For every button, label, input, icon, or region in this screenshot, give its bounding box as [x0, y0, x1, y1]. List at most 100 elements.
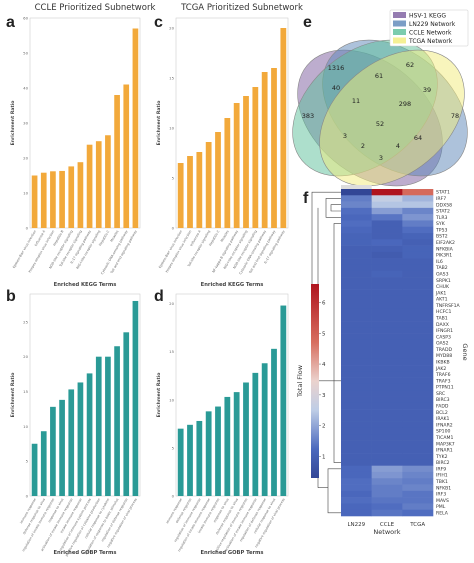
gene-label: PIK3R1: [436, 253, 452, 259]
heatmap-cell: [341, 503, 372, 511]
bar-b-6: [86, 373, 93, 496]
heatmap-cell: [371, 321, 403, 328]
bar-b-8: [105, 356, 111, 496]
panel-letter-f: f: [303, 190, 309, 207]
y-tick-label-a: 10: [23, 191, 28, 196]
venn-count: 383: [302, 112, 314, 120]
colorbar-tick-label: 2: [322, 424, 326, 430]
gene-label: OAS3: [436, 271, 449, 277]
heatmap-cell: [341, 471, 372, 479]
x-axis-label-f: Network: [373, 528, 400, 536]
y-tick-label-c: 0: [172, 226, 175, 231]
bar-c-9: [261, 72, 268, 228]
heatmap-cell: [371, 295, 403, 303]
heatmap-cell: [402, 465, 434, 473]
x-axis-label-d: Enriched GOBP Terms: [200, 550, 263, 556]
heatmap-cell: [402, 339, 434, 347]
gene-label: FADD: [436, 404, 449, 410]
heatmap-cell: [341, 427, 372, 435]
gene-label: IFIH1: [436, 473, 448, 479]
heatmap-cell: [341, 509, 372, 517]
heatmap-cell: [341, 358, 372, 366]
heatmap-cell: [402, 503, 434, 511]
bar-a-11: [132, 28, 139, 228]
heatmap-cell: [402, 321, 434, 328]
gene-label: IFNGR1: [436, 328, 453, 334]
heatmap-cell: [371, 465, 403, 473]
heatmap-cell: [402, 239, 434, 246]
gene-label: IRAK1: [436, 416, 450, 422]
gene-label: OAS2: [436, 341, 449, 347]
bar-c-11: [280, 28, 287, 228]
venn-count: 39: [423, 86, 431, 94]
bar-b-11: [132, 300, 139, 496]
y-tick-label-d: 0: [172, 494, 175, 499]
heatmap-cell: [371, 471, 403, 479]
heatmap-cell: [341, 308, 372, 316]
heatmap-cell: [371, 396, 403, 404]
heatmap-cell: [402, 270, 434, 278]
bar-b-0: [31, 443, 38, 496]
bar-b-9: [114, 346, 120, 496]
heatmap-cell: [341, 189, 372, 196]
gene-label: IFNAR1: [436, 448, 453, 454]
heatmap-cell: [402, 453, 434, 460]
gene-label: HCFC1: [436, 309, 452, 315]
bar-d-10: [271, 348, 277, 496]
venn-legend-label: HSV-1 KEGG: [409, 13, 446, 20]
heatmap-cell: [341, 277, 372, 284]
y-tick-label-c: 10: [169, 126, 174, 131]
heatmap-cell: [402, 327, 434, 334]
heatmap-cell: [402, 233, 434, 240]
venn-count: 78: [451, 112, 459, 120]
bar-a-4: [68, 166, 75, 228]
x-axis-label-b: Enriched GOBP Terms: [53, 550, 116, 556]
y-tick-label-b: 5: [26, 459, 29, 464]
heatmap-cell: [402, 396, 434, 404]
heatmap-cell: [402, 264, 434, 272]
venn-count: 298: [399, 100, 411, 108]
gene-label: EIF2AK2: [436, 240, 455, 246]
heatmap-cell: [402, 484, 434, 492]
heatmap-cell: [341, 365, 372, 372]
colorbar-tick-label: 1: [322, 454, 326, 460]
bar-b-10: [123, 332, 130, 496]
heatmap-cell: [341, 333, 372, 341]
heatmap-cell: [371, 201, 403, 209]
heatmap-cell: [341, 459, 372, 466]
heatmap-cell: [402, 207, 434, 215]
heatmap-cell: [402, 434, 434, 441]
heatmap-cell: [402, 189, 434, 196]
venn-count: 64: [414, 134, 422, 142]
gene-label: SRC: [436, 391, 445, 397]
heatmap-cell: [371, 195, 403, 202]
gene-label: DAXX: [436, 322, 449, 328]
gene-label: SRPK1: [436, 278, 451, 284]
heatmap-group: STAT1IRF7DDX58STAT2TLR3SYKTP53BST2EIF2AK…: [296, 185, 469, 536]
heatmap-cell: [402, 509, 434, 517]
y-tick-label-c: 5: [172, 176, 175, 181]
gene-label: SYK: [436, 221, 446, 227]
heatmap-cell: [341, 377, 372, 385]
heatmap-cell: [371, 352, 403, 360]
heatmap-cell: [341, 195, 372, 202]
bar-d-8: [252, 372, 259, 496]
bar-a-1: [40, 172, 47, 228]
heatmap-cell: [341, 302, 372, 309]
plot-frame-b: [29, 293, 141, 497]
column-label: CCLE: [380, 522, 395, 528]
gene-label: NFKB1: [436, 485, 451, 491]
heatmap-cell: [402, 220, 434, 228]
bar-c-1: [187, 156, 193, 228]
venn-legend-swatch: [393, 29, 406, 35]
bar-b-2: [50, 406, 56, 496]
heatmap-cell: [402, 402, 434, 410]
venn-legend-box: [389, 9, 469, 47]
gene-label: MAP3K7: [436, 441, 455, 447]
heatmap-cell: [341, 484, 372, 492]
heatmap-cell: [371, 346, 403, 353]
heatmap-cell: [402, 446, 434, 454]
bar-d-2: [196, 420, 203, 496]
bar-a-2: [50, 171, 56, 228]
heatmap-cell: [341, 251, 372, 259]
